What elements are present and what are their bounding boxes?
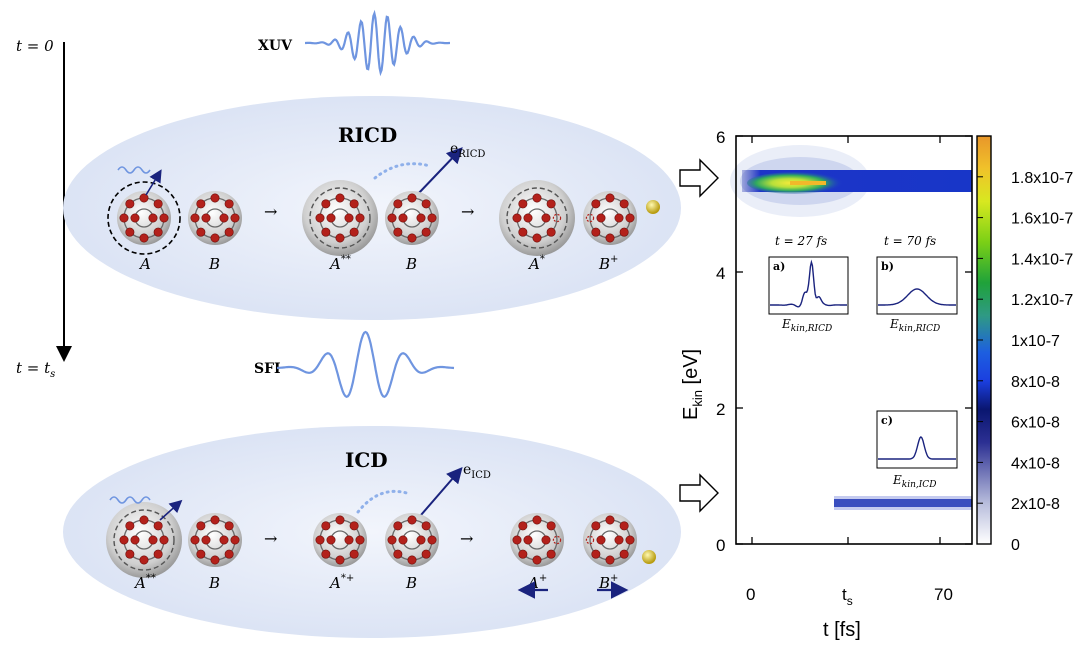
ricd-excitation-arrow — [145, 169, 162, 196]
atom — [499, 180, 575, 256]
inset-b-panel: b) — [881, 260, 894, 273]
atom — [385, 513, 439, 567]
ricd-photon-wave — [117, 166, 151, 174]
xuv-label: XUV — [258, 38, 293, 54]
atom — [302, 180, 378, 256]
ricd-electron-label: eRICD — [450, 141, 485, 160]
atom — [385, 191, 439, 245]
y-tick-label: 0 — [716, 536, 725, 555]
atom-label: A* — [527, 254, 545, 273]
colorbar-tick-label: 2x10-8 — [1011, 496, 1060, 513]
icd-step-arrow-1: → — [264, 529, 277, 548]
inset-b-curve — [878, 288, 956, 306]
colorbar-tick-label: 4x10-8 — [1011, 455, 1060, 472]
xuv-pulse: XUV — [258, 9, 450, 77]
plot-xlabel: t [fs] — [823, 619, 861, 641]
inset-a: t = 27 fs a) Ekin,RICD — [768, 234, 849, 334]
inset-a-xlabel: Ekin,RICD — [781, 317, 832, 334]
inset-b: t = 70 fs b) Ekin,RICD — [876, 234, 958, 334]
xuv-waveform — [305, 9, 450, 77]
inset-c: c) Ekin,ICD — [876, 410, 958, 490]
atom — [188, 513, 242, 567]
inset-c-xlabel: Ekin,ICD — [892, 473, 936, 490]
atom-label: B — [208, 255, 220, 273]
timeline-start-label: t = 0 — [16, 37, 54, 55]
icd-band — [834, 496, 972, 510]
colorbar-tick-label: 1x10-7 — [1011, 333, 1060, 350]
inset-b-title: t = 70 fs — [884, 234, 936, 248]
ricd-step-arrow-2: → — [461, 202, 474, 221]
spectrogram-plot: 0 2 4 6 0 ts 70 Ekin [eV] t [fs] t = 27 fs a)… — [680, 128, 973, 641]
ricd-emitted-electron — [646, 200, 660, 214]
x-tick-label: ts — [842, 585, 853, 608]
colorbar-tick-label: 6x10-8 — [1011, 415, 1060, 432]
inset-a-panel: a) — [773, 260, 785, 273]
atom — [313, 513, 367, 567]
colorbar-tick-label: 8x10-8 — [1011, 374, 1060, 391]
atom-label: B — [208, 574, 220, 592]
ricd-band — [730, 145, 972, 217]
atom-label: A** — [133, 573, 156, 592]
inset-c-curve — [878, 436, 956, 460]
ricd-energy-transfer-path — [373, 162, 432, 180]
atom — [583, 513, 637, 567]
icd-photon-wave — [109, 496, 151, 504]
timeline: t = 0 t = ts — [16, 37, 72, 380]
icd-title: ICD — [345, 448, 388, 472]
atom-label: B — [405, 574, 417, 592]
x-axis-ticks: 0 ts 70 — [746, 136, 953, 608]
sfi-pulse: SFI — [254, 330, 455, 399]
colorbar-tick-label: 1.2x10-7 — [1011, 292, 1073, 309]
colorbar-tick-label: 1.6x10-7 — [1011, 211, 1073, 228]
x-tick-label: 70 — [934, 585, 953, 604]
icd-electron-label: eICD — [463, 462, 491, 481]
y-tick-label: 6 — [716, 128, 725, 147]
sfi-label: SFI — [254, 361, 281, 377]
timeline-end-label: t = ts — [16, 359, 55, 380]
colorbar: 0 2x10-8 4x10-8 6x10-8 8x10-8 1x10-7 1.2x10-7 1… — [976, 135, 1073, 554]
atom — [510, 513, 564, 567]
atom — [583, 191, 637, 245]
icd-ionization-arrow — [159, 499, 183, 521]
icd-energy-transfer-path — [356, 489, 412, 514]
atom-label: B+ — [598, 254, 618, 273]
y-axis-ticks: 0 2 4 6 — [716, 128, 972, 555]
x-tick-label: 0 — [746, 585, 755, 604]
icd-panel: ICD eICD A** B A*+ B A+ B+ → → — [63, 426, 681, 638]
y-tick-label: 2 — [716, 400, 725, 419]
inset-c-panel: c) — [881, 414, 893, 427]
atom — [106, 502, 182, 578]
atom-label: A** — [328, 254, 351, 273]
y-tick-label: 4 — [716, 264, 725, 283]
icd-emitted-electron — [642, 550, 656, 564]
atom-label: A — [138, 255, 151, 273]
atom-label: A*+ — [328, 573, 354, 592]
inset-a-curve — [770, 259, 847, 308]
ricd-panel: RICD eRICD A B A** B A* B+ → → — [63, 96, 681, 320]
atom — [107, 181, 181, 255]
ricd-step-arrow-1: → — [264, 202, 277, 221]
icd-step-arrow-2: → — [460, 529, 473, 548]
colorbar-tick-label: 1.8x10-7 — [1011, 170, 1073, 187]
sfi-waveform — [276, 330, 455, 399]
colorbar-tick-label: 0 — [1011, 537, 1020, 554]
atom-label: B+ — [598, 573, 618, 592]
icd-to-plot-arrow — [679, 473, 719, 513]
atom-label: B — [405, 255, 417, 273]
ricd-to-plot-arrow — [679, 158, 719, 198]
inset-a-title: t = 27 fs — [775, 234, 827, 248]
atom — [188, 191, 242, 245]
inset-b-xlabel: Ekin,RICD — [889, 317, 940, 334]
ricd-title: RICD — [338, 123, 397, 147]
plot-ylabel: Ekin [eV] — [680, 349, 705, 420]
colorbar-tick-label: 1.4x10-7 — [1011, 251, 1073, 268]
